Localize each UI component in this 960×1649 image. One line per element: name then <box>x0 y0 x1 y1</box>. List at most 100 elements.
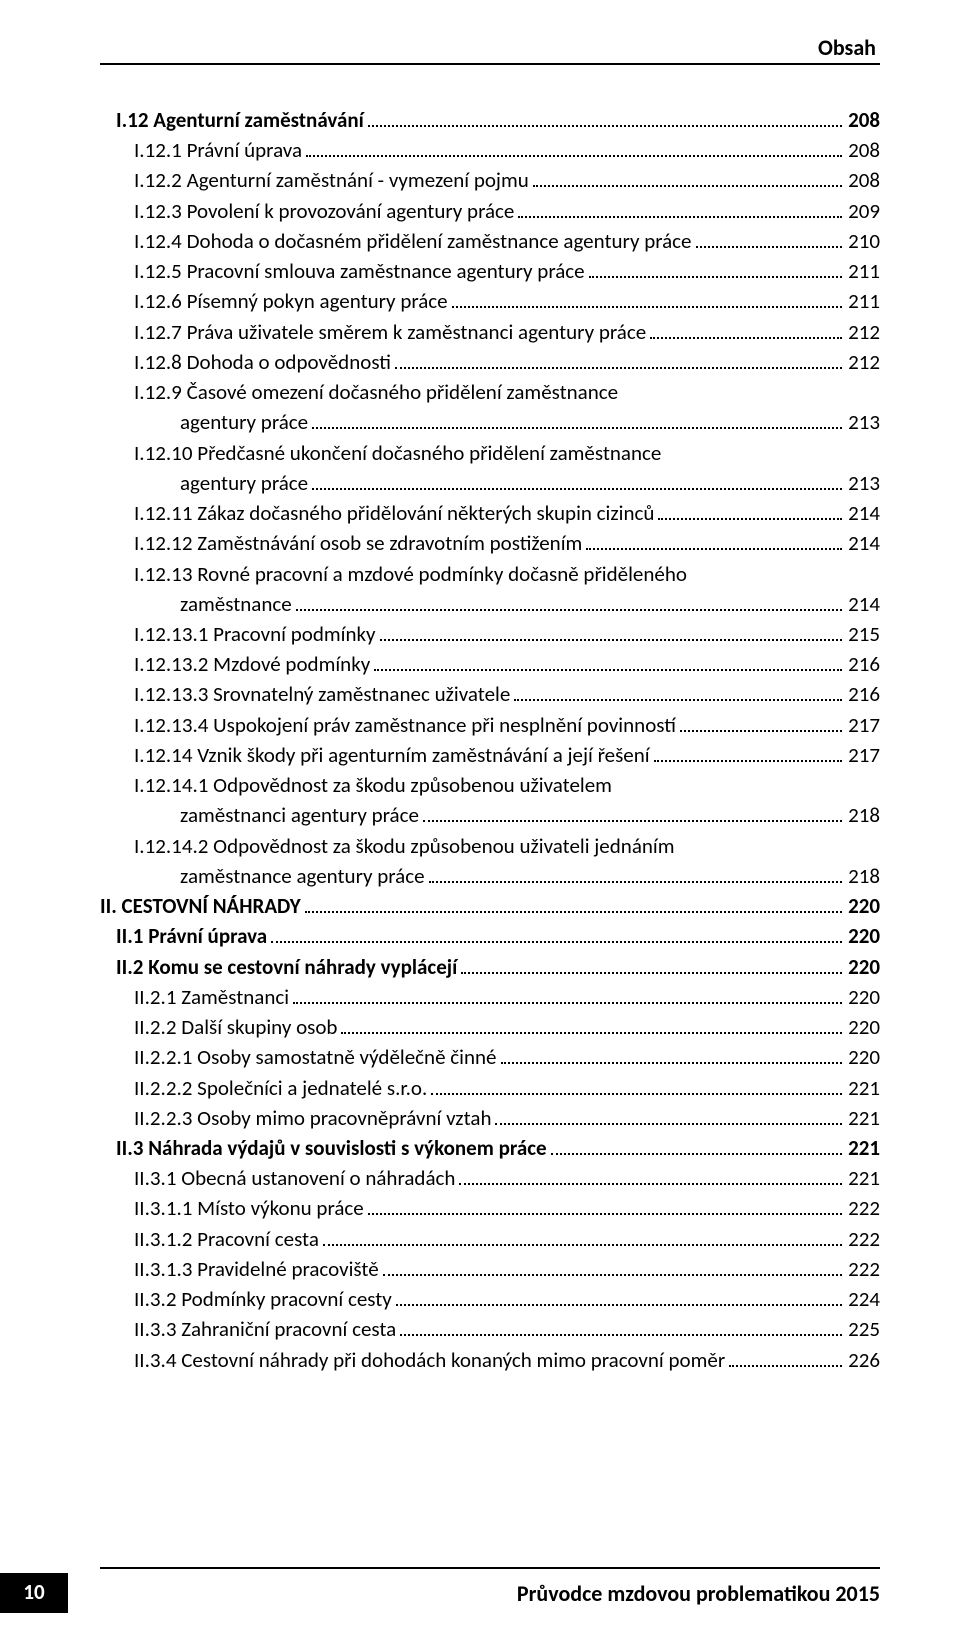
toc-entry-label: I.12.10 Předčasné ukončení dočasného při… <box>134 438 661 468</box>
toc-leader <box>296 591 842 611</box>
toc-leader <box>501 1044 843 1064</box>
toc-entry-label: I.12.13.1 Pracovní podmínky <box>134 619 376 649</box>
toc-entry-label: II.3.1.1 Místo výkonu práce <box>134 1193 364 1223</box>
footer-inner: 10 Průvodce mzdovou problematikou 2015 <box>100 1567 880 1613</box>
toc-leader <box>589 258 842 278</box>
toc-leader <box>383 1256 842 1276</box>
toc-leader <box>495 1105 842 1125</box>
toc-entry-label: II.1 Právní úprava <box>116 921 267 951</box>
toc-entry-label: II.2.2.2 Společníci a jednatelé s.r.o. <box>134 1073 427 1103</box>
toc-entry: II.2.1 Zaměstnanci 220 <box>100 982 880 1012</box>
toc-leader <box>395 349 842 369</box>
toc-entry-label: II.2 Komu se cestovní náhrady vyplácejí <box>116 952 457 982</box>
toc-entry: I.12.1 Právní úprava 208 <box>100 135 880 165</box>
toc-leader <box>696 228 843 248</box>
toc-entry-page: 212 <box>846 317 880 347</box>
toc-entry-page: 220 <box>846 982 880 1012</box>
toc-entry-continuation: agentury práce213 <box>100 468 880 498</box>
toc-entry-label: II. CESTOVNÍ NÁHRADY <box>100 891 301 921</box>
toc-entry-page: 208 <box>846 135 880 165</box>
toc-entry-label: II.2.2 Další skupiny osob <box>134 1012 337 1042</box>
toc-leader <box>306 137 842 157</box>
page-number: 10 <box>0 1573 68 1613</box>
toc-entry-continuation: agentury práce213 <box>100 407 880 437</box>
toc-entry: I.12.13.4 Uspokojení práv zaměstnance př… <box>100 710 880 740</box>
toc-leader <box>341 1014 842 1034</box>
toc-leader <box>658 500 842 520</box>
toc-entry: I.12.6 Písemný pokyn agentury práce 211 <box>100 286 880 316</box>
toc-entry: I.12.13.3 Srovnatelný zaměstnanec uživat… <box>100 679 880 709</box>
toc-entry-label: agentury práce <box>100 407 308 437</box>
toc-entry: I.12.13 Rovné pracovní a mzdové podmínky… <box>100 559 880 589</box>
toc-entry: II.3.1 Obecná ustanovení o náhradách 221 <box>100 1163 880 1193</box>
toc-entry-page: 221 <box>846 1073 880 1103</box>
toc-entry: II.2.2.3 Osoby mimo pracovněprávní vztah… <box>100 1103 880 1133</box>
toc-entry-label: I.12 Agenturní zaměstnávání <box>116 105 364 135</box>
toc-entry-page: 217 <box>846 740 880 770</box>
toc-entry-label: I.12.7 Práva uživatele směrem k zaměstna… <box>134 317 646 347</box>
toc-entry-label: zaměstnance agentury práce <box>100 861 425 891</box>
toc-entry-label: zaměstnanci agentury práce <box>100 800 419 830</box>
toc-leader <box>305 893 842 913</box>
toc-entry-label: I.12.9 Časové omezení dočasného přidělen… <box>134 377 618 407</box>
toc-entry-label: II.3.1 Obecná ustanovení o náhradách <box>134 1163 455 1193</box>
toc-entry-label: II.2.1 Zaměstnanci <box>134 982 289 1012</box>
toc-entry: I.12.2 Agenturní zaměstnání - vymezení p… <box>100 165 880 195</box>
toc-entry-label: I.12.1 Právní úprava <box>134 135 302 165</box>
toc-entry-page: 216 <box>846 649 880 679</box>
toc-entry-label: I.12.6 Písemný pokyn agentury práce <box>134 286 448 316</box>
toc-entry: I.12.5 Pracovní smlouva zaměstnance agen… <box>100 256 880 286</box>
toc-entry-page: 221 <box>846 1163 880 1193</box>
toc-entry: I.12.14.2 Odpovědnost za škodu způsobeno… <box>100 831 880 861</box>
toc-entry: II.3.1.3 Pravidelné pracoviště222 <box>100 1254 880 1284</box>
toc-entry-continuation: zaměstnance agentury práce 218 <box>100 861 880 891</box>
toc-entry: I.12 Agenturní zaměstnávání 208 <box>100 105 880 135</box>
toc-entry-page: 214 <box>846 498 880 528</box>
toc-leader <box>654 742 842 762</box>
toc-entry: I.12.14 Vznik škody při agenturním zaměs… <box>100 740 880 770</box>
toc-leader <box>452 289 842 309</box>
toc-entry-label: II.3.1.2 Pracovní cesta <box>134 1224 319 1254</box>
document-page: Obsah I.12 Agenturní zaměstnávání208I.12… <box>0 0 960 1649</box>
toc-leader <box>293 984 842 1004</box>
toc-entry-label: I.12.4 Dohoda o dočasném přidělení zaměs… <box>134 226 692 256</box>
toc-entry-page: 221 <box>846 1103 880 1133</box>
toc-leader <box>533 168 842 188</box>
toc-leader <box>431 1075 842 1095</box>
toc-entry-page: 222 <box>846 1224 880 1254</box>
toc-entry-page: 212 <box>846 347 880 377</box>
toc-entry-page: 217 <box>846 710 880 740</box>
toc-entry: II.3.1.1 Místo výkonu práce222 <box>100 1193 880 1223</box>
toc-leader <box>680 712 842 732</box>
toc-entry-label: agentury práce <box>100 468 308 498</box>
toc-entry: I.12.4 Dohoda o dočasném přidělení zaměs… <box>100 226 880 256</box>
toc-entry: I.12.3 Povolení k provozování agentury p… <box>100 196 880 226</box>
toc-entry-label: I.12.12 Zaměstnávání osob se zdravotním … <box>134 528 582 558</box>
toc-entry-page: 218 <box>846 861 880 891</box>
toc-leader <box>459 1165 842 1185</box>
toc-entry-label: I.12.8 Dohoda o odpovědnosti <box>134 347 391 377</box>
toc-leader <box>380 621 843 641</box>
toc-entry-label: II.3.3 Zahraniční pracovní cesta <box>134 1314 396 1344</box>
toc-entry-page: 208 <box>846 165 880 195</box>
header-rule <box>100 63 880 65</box>
toc-entry: II.2.2.1 Osoby samostatně výdělečně činn… <box>100 1042 880 1072</box>
toc-entry: II.2.2.2 Společníci a jednatelé s.r.o. 22… <box>100 1073 880 1103</box>
toc-entry-label: II.3 Náhrada výdajů v souvislosti s výko… <box>116 1133 547 1163</box>
toc-entry-page: 208 <box>846 105 880 135</box>
toc-entry: II.1 Právní úprava220 <box>100 921 880 951</box>
toc-entry: II.3 Náhrada výdajů v souvislosti s výko… <box>100 1133 880 1163</box>
toc-entry-page: 226 <box>846 1345 880 1375</box>
toc-entry-page: 211 <box>846 286 880 316</box>
toc-entry-label: I.12.14.2 Odpovědnost za škodu způsobeno… <box>134 831 675 861</box>
toc-leader <box>423 803 842 823</box>
toc-entry-label: II.3.1.3 Pravidelné pracoviště <box>134 1254 379 1284</box>
toc-entry-page: 220 <box>846 952 880 982</box>
toc-entry: I.12.12 Zaměstnávání osob se zdravotním … <box>100 528 880 558</box>
toc-entry-label: I.12.11 Zákaz dočasného přidělování někt… <box>134 498 654 528</box>
toc-entry-page: 220 <box>846 891 880 921</box>
toc-leader <box>312 470 842 490</box>
header-label: Obsah <box>100 34 880 61</box>
toc-leader <box>396 1286 842 1306</box>
toc-entry: I.12.9 Časové omezení dočasného přidělen… <box>100 377 880 407</box>
